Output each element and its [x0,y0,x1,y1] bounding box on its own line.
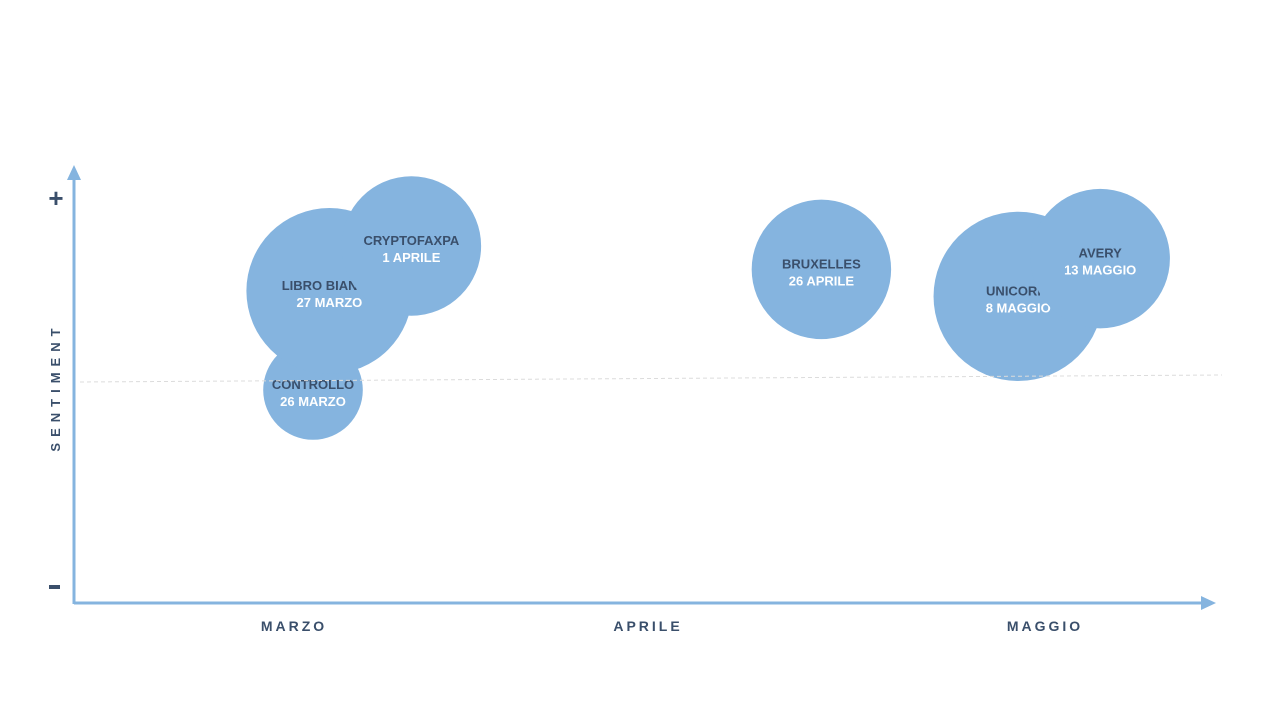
bubble-title-label: BRUXELLES [782,256,861,271]
axes [67,165,1216,610]
bubble-title-label: UNICORNI [986,283,1050,298]
y-axis-arrow [67,165,81,180]
bubble-date-label: 13 MAGGIO [1064,263,1136,278]
bubble-date-label: 8 MAGGIO [986,300,1051,315]
y-axis-min-mark [49,585,60,589]
y-axis-max-label: + [48,183,63,213]
bubble-point [341,176,482,316]
x-tick-label-aprile: APRILE [613,618,682,634]
x-axis-arrow [1201,596,1216,610]
bubble-date-label: 27 MARZO [297,295,363,310]
bubble-date-label: 26 MARZO [280,394,346,409]
bubble-date-label: 1 APRILE [382,250,440,265]
x-tick-label-marzo: MARZO [261,618,327,634]
y-axis-label: SENTIMENT [48,322,63,451]
x-axis-labels: MARZO APRILE MAGGIO [261,618,1083,634]
bubble-point [751,199,892,340]
x-tick-label-maggio: MAGGIO [1007,618,1083,634]
bubble-title-label: CRYPTOFAXPA [363,233,459,248]
bubble-date-label: 26 APRILE [789,273,855,288]
neutral-reference-line [79,374,1223,383]
bubble-title-label: CONTROLLO [272,377,354,392]
bubble-point [1030,188,1170,329]
bubble-title-label: AVERY [1079,246,1123,261]
